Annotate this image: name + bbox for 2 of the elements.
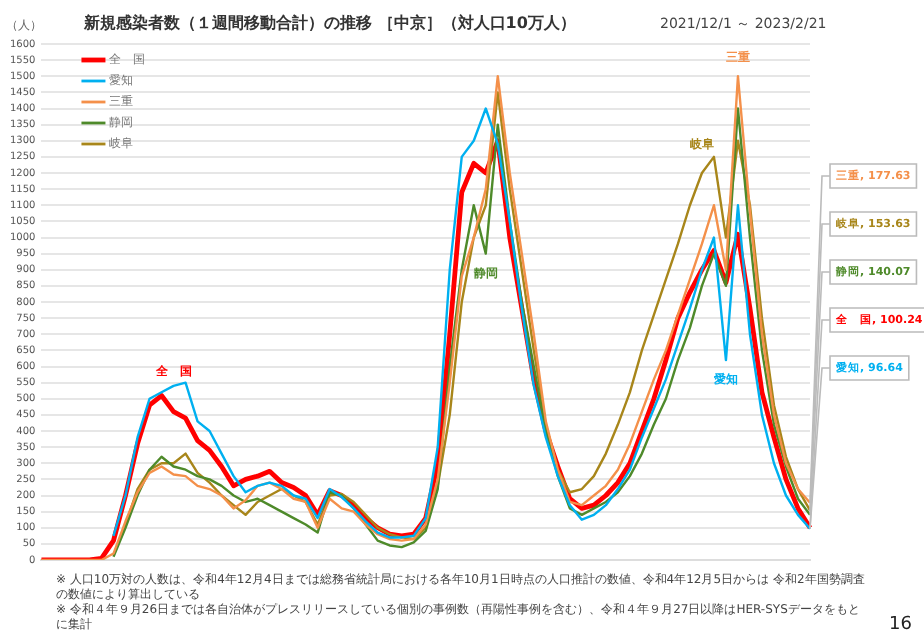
text: 16 bbox=[889, 614, 913, 635]
chart-title: 新規感染者数（１週間移動合計）の推移 ［中京］（対人口10万人） bbox=[82, 12, 576, 33]
